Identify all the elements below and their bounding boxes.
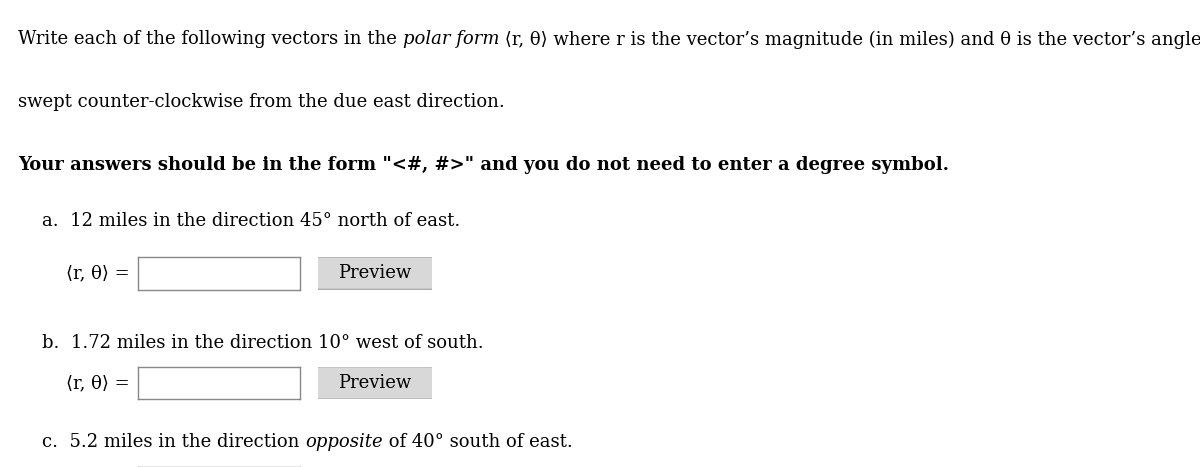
Text: Write each of the following vectors in the: Write each of the following vectors in t… bbox=[18, 30, 403, 49]
Text: Preview: Preview bbox=[338, 374, 412, 392]
Text: swept counter-clockwise from the due east direction.: swept counter-clockwise from the due eas… bbox=[18, 93, 505, 112]
FancyBboxPatch shape bbox=[314, 257, 436, 290]
Text: b.  1.72 miles in the direction 10° west of south.: b. 1.72 miles in the direction 10° west … bbox=[42, 334, 484, 352]
Text: Preview: Preview bbox=[338, 264, 412, 282]
FancyBboxPatch shape bbox=[314, 367, 436, 399]
Text: ⟨r, θ⟩ =: ⟨r, θ⟩ = bbox=[66, 264, 130, 282]
Text: a.  12 miles in the direction 45° north of east.: a. 12 miles in the direction 45° north o… bbox=[42, 212, 461, 231]
Text: Your answers should be in the form "<#, #>" and you do not need to enter a degre: Your answers should be in the form "<#, … bbox=[18, 156, 949, 175]
Text: of 40° south of east.: of 40° south of east. bbox=[383, 433, 572, 451]
Text: c.  5.2 miles in the direction: c. 5.2 miles in the direction bbox=[42, 433, 305, 451]
Text: ⟨r, θ⟩ where r is the vector’s magnitude (in miles) and θ is the vector’s angle : ⟨r, θ⟩ where r is the vector’s magnitude… bbox=[499, 30, 1200, 49]
Text: opposite: opposite bbox=[305, 433, 383, 451]
Text: polar form: polar form bbox=[403, 30, 499, 49]
Text: ⟨r, θ⟩ =: ⟨r, θ⟩ = bbox=[66, 374, 130, 392]
